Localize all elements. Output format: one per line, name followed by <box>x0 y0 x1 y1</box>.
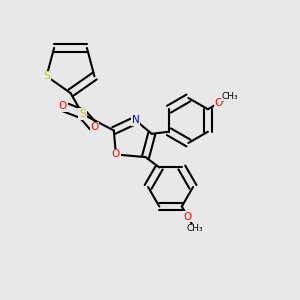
Text: O: O <box>90 122 99 133</box>
Text: N: N <box>132 115 140 125</box>
Text: S: S <box>43 71 50 81</box>
Text: O: O <box>184 212 192 222</box>
Text: O: O <box>59 101 67 112</box>
Text: CH₃: CH₃ <box>186 224 203 233</box>
Text: O: O <box>112 149 120 160</box>
Text: CH₃: CH₃ <box>222 92 238 101</box>
Text: S: S <box>79 109 86 119</box>
Text: O: O <box>214 98 222 108</box>
